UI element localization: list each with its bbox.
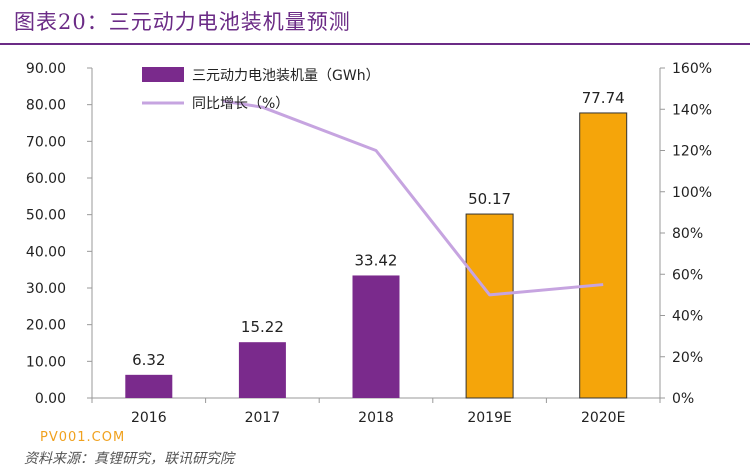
right-tick-label: 40%	[672, 309, 703, 325]
right-tick-label: 120%	[672, 144, 712, 160]
right-tick-label: 80%	[672, 226, 703, 242]
legend-swatch-bar	[142, 67, 184, 82]
left-tick-label: 70.00	[26, 134, 66, 150]
x-tick-label: 2017	[245, 410, 281, 426]
bar	[238, 342, 286, 398]
right-tick-label: 140%	[672, 102, 712, 118]
left-tick-label: 60.00	[26, 171, 66, 187]
right-tick-label: 20%	[672, 350, 703, 366]
left-tick-label: 20.00	[26, 318, 66, 334]
x-tick-label: 2016	[131, 410, 167, 426]
chart-title: 图表20：三元动力电池装机量预测	[14, 10, 351, 34]
bar-data-label: 50.17	[468, 190, 511, 208]
bar	[125, 374, 173, 398]
source-note: 资料来源：真锂研究，联讯研究院	[24, 451, 234, 467]
watermark: PV001.COM	[40, 430, 126, 445]
chart: 0.00 10.00 20.00 30.00 40.00 50.00 60.00 70.00 8…	[26, 61, 712, 426]
title-underline	[0, 43, 750, 45]
bar	[579, 112, 628, 399]
bar	[465, 213, 514, 399]
bar	[352, 275, 400, 398]
bar-data-label: 33.42	[355, 251, 398, 269]
right-tick-label: 0%	[672, 391, 694, 407]
right-tick-label: 160%	[672, 61, 712, 77]
left-tick-label: 90.00	[26, 61, 66, 77]
left-tick-label: 30.00	[26, 281, 66, 297]
left-tick-label: 0.00	[35, 391, 66, 407]
bar-data-label: 15.22	[241, 318, 284, 336]
legend-label-bar: 三元动力电池装机量（GWh）	[192, 68, 380, 84]
growth-line	[222, 99, 604, 297]
left-tick-label: 40.00	[26, 244, 66, 260]
x-tick-label: 2019E	[467, 410, 511, 426]
bar-data-label: 6.32	[132, 351, 165, 369]
right-tick-label: 100%	[672, 185, 712, 201]
left-tick-label: 80.00	[26, 98, 66, 114]
bar-data-label: 77.74	[582, 89, 625, 107]
right-tick-label: 60%	[672, 267, 703, 283]
left-tick-label: 50.00	[26, 208, 66, 224]
legend-label-line: 同比增长（%）	[192, 96, 289, 112]
x-tick-label: 2020E	[581, 410, 625, 426]
x-tick-label: 2018	[358, 410, 394, 426]
left-tick-label: 10.00	[26, 354, 66, 370]
